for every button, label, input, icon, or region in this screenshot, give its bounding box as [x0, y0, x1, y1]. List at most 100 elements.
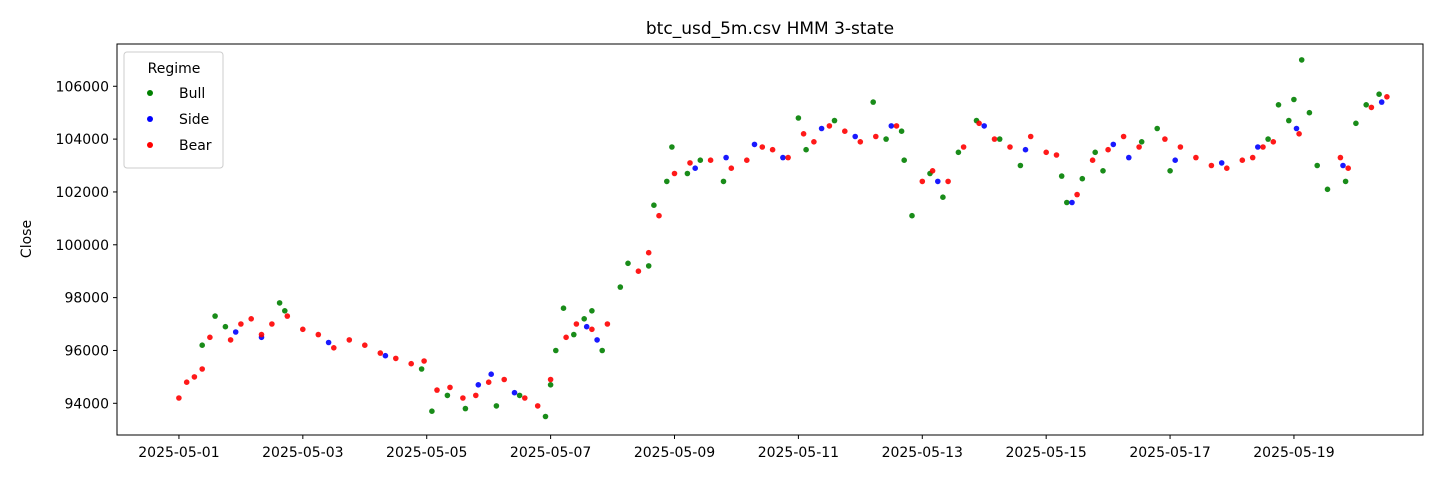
- series-side: [232, 99, 1385, 396]
- data-point-side: [1255, 144, 1261, 150]
- data-point-side: [1378, 99, 1385, 105]
- data-point-bear: [1345, 165, 1351, 171]
- data-point-bull: [617, 284, 624, 290]
- data-point-bear: [183, 379, 190, 386]
- data-point-side: [232, 329, 239, 335]
- data-point-side: [751, 141, 758, 148]
- x-tick-label: 2025-05-01: [138, 445, 219, 461]
- data-point-bear: [269, 321, 275, 327]
- data-point-bear: [1120, 133, 1127, 140]
- data-point-bull: [560, 305, 567, 312]
- data-point-side: [1218, 160, 1225, 166]
- data-point-side: [780, 154, 786, 161]
- data-point-bear: [873, 133, 879, 140]
- data-point-bull: [571, 331, 577, 338]
- data-point-bear: [785, 154, 791, 161]
- data-point-bear: [744, 157, 750, 163]
- y-tick-label: 104000: [56, 132, 109, 148]
- data-point-bear: [1136, 144, 1142, 150]
- data-point-bull: [1353, 120, 1359, 127]
- data-point-bull: [625, 260, 631, 267]
- data-point-side: [818, 125, 825, 132]
- data-point-side: [325, 339, 332, 346]
- data-point-bull: [1079, 175, 1086, 182]
- data-point-bear: [447, 384, 453, 391]
- data-point-bull: [581, 316, 587, 322]
- x-tick-label: 2025-05-05: [386, 445, 467, 461]
- data-point-bear: [645, 249, 652, 256]
- data-point-side: [1293, 125, 1300, 132]
- data-point-bear: [857, 139, 864, 145]
- data-point-bear: [728, 165, 735, 171]
- data-point-bull: [664, 178, 670, 185]
- legend-label-side: Side: [179, 112, 209, 128]
- data-point-bear: [960, 144, 967, 150]
- data-point-bull: [1100, 168, 1106, 174]
- y-tick-label: 94000: [64, 396, 109, 412]
- data-point-bull: [831, 117, 838, 124]
- data-point-bear: [991, 136, 998, 142]
- data-point-bear: [1177, 144, 1184, 150]
- legend-label-bull: Bull: [179, 86, 205, 102]
- data-point-bear: [1007, 144, 1013, 150]
- data-point-bull: [1265, 136, 1271, 142]
- data-point-bull: [1324, 186, 1331, 193]
- data-point-bull: [1017, 162, 1024, 169]
- data-point-bear: [1193, 154, 1199, 161]
- data-point-bull: [697, 157, 704, 163]
- data-point-bear: [893, 123, 900, 129]
- data-point-bear: [408, 360, 415, 367]
- x-tick-label: 2025-05-15: [1005, 445, 1086, 461]
- data-point-bear: [248, 316, 254, 322]
- data-point-bear: [1260, 144, 1266, 150]
- legend-label-bear: Bear: [179, 138, 212, 154]
- data-point-bull: [795, 115, 802, 121]
- x-tick-label: 2025-05-03: [262, 445, 343, 461]
- data-point-bull: [1291, 96, 1297, 103]
- data-point-bull: [462, 405, 469, 412]
- data-point-bear: [919, 178, 926, 185]
- data-point-bear: [976, 120, 982, 127]
- data-point-bull: [901, 157, 907, 163]
- data-point-bull: [1286, 117, 1292, 124]
- data-point-bull: [1306, 109, 1313, 116]
- data-point-bear: [227, 337, 234, 343]
- data-point-bull: [1342, 178, 1349, 185]
- data-point-bear: [1296, 131, 1302, 137]
- data-point-bull: [1376, 91, 1382, 97]
- x-axis: 2025-05-01 2025-05-03 2025-05-05 2025-05-07…: [138, 435, 1335, 461]
- data-point-bull: [222, 323, 229, 330]
- data-point-bull: [212, 313, 218, 319]
- data-point-bear: [573, 321, 580, 327]
- legend: Regime Bull Side Bear: [123, 51, 224, 169]
- data-point-bear: [473, 392, 479, 399]
- data-point-bear: [1368, 104, 1375, 111]
- data-point-bear: [1249, 154, 1256, 161]
- data-point-bear: [522, 395, 528, 401]
- data-point-bull: [542, 413, 549, 420]
- data-point-bear: [207, 334, 213, 341]
- y-axis-label: Close: [19, 220, 35, 258]
- data-point-bull: [684, 170, 691, 177]
- x-tick-label: 2025-05-07: [510, 445, 591, 461]
- data-point-bull: [276, 300, 283, 306]
- y-axis: 94000 96000 98000 100000 102000 104000 106000: [56, 79, 117, 412]
- data-point-bull: [996, 136, 1003, 142]
- data-point-bull: [444, 392, 451, 399]
- data-point-bear: [1239, 157, 1246, 163]
- x-tick-label: 2025-05-11: [758, 445, 839, 461]
- data-point-bear: [238, 321, 244, 327]
- data-point-bull: [1154, 125, 1160, 132]
- data-point-bear: [434, 387, 440, 393]
- data-point-bear: [1162, 136, 1168, 142]
- data-point-bear: [687, 160, 693, 166]
- data-point-bull: [720, 178, 727, 185]
- data-point-bear: [759, 144, 766, 150]
- data-point-bear: [1043, 149, 1049, 156]
- data-point-bull: [651, 202, 657, 208]
- data-point-bear: [604, 321, 611, 327]
- legend-items: Bull Side Bear: [147, 86, 212, 154]
- data-point-side: [1126, 154, 1132, 161]
- data-point-bull: [1138, 139, 1145, 145]
- data-point-side: [888, 123, 895, 129]
